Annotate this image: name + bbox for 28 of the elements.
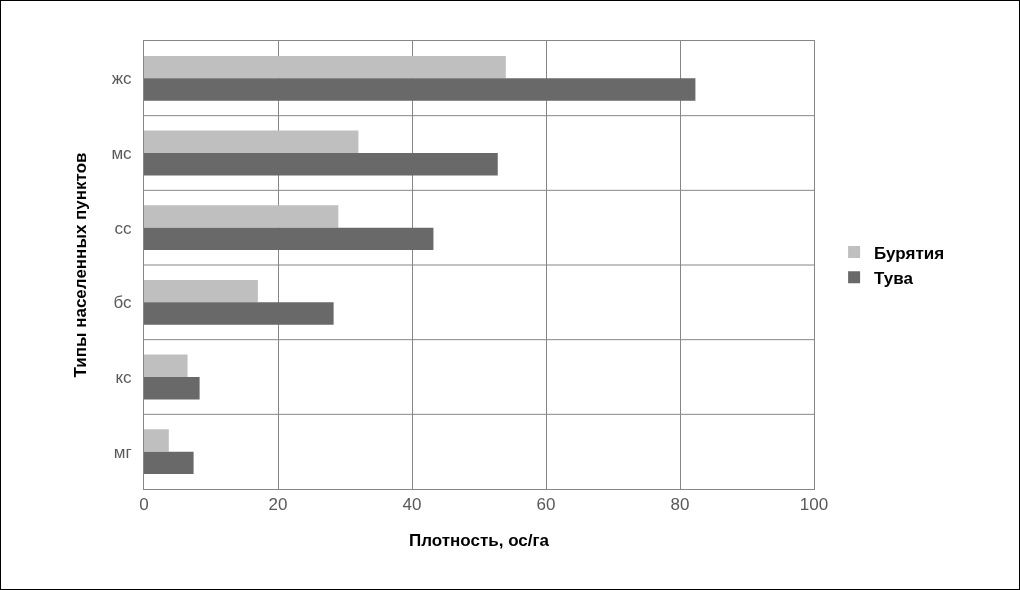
x-tick-label: 100 [799, 495, 829, 515]
bar [144, 302, 334, 325]
y-tick-label: жс [111, 69, 133, 89]
bar [144, 279, 258, 303]
y-tick-label: мг [113, 442, 132, 462]
x-tick-label: 20 [268, 495, 288, 515]
y-tick-label: кс [115, 367, 133, 387]
bar [144, 130, 359, 153]
bar [144, 429, 169, 452]
bar [144, 354, 188, 377]
bar [144, 78, 696, 101]
x-tick-label: 80 [670, 495, 690, 515]
bar [144, 377, 200, 400]
bar [144, 153, 498, 176]
x-tick-label: 40 [402, 495, 422, 515]
x-tick-label: 60 [536, 495, 556, 515]
y-tick-label: бс [113, 293, 133, 313]
y-tick-label: сс [114, 218, 133, 238]
bar [144, 205, 339, 228]
bar [144, 227, 434, 251]
y-axis-title: Типы населенных пунктов [70, 152, 90, 378]
bar [144, 55, 506, 79]
x-axis-title: Плотность, ос/га [408, 530, 550, 550]
legend-label: Тува [874, 268, 914, 288]
legend-label: Бурятия [874, 243, 945, 263]
bar [144, 451, 194, 475]
x-tick-label: 0 [139, 495, 149, 515]
y-tick-label: мс [111, 143, 133, 163]
